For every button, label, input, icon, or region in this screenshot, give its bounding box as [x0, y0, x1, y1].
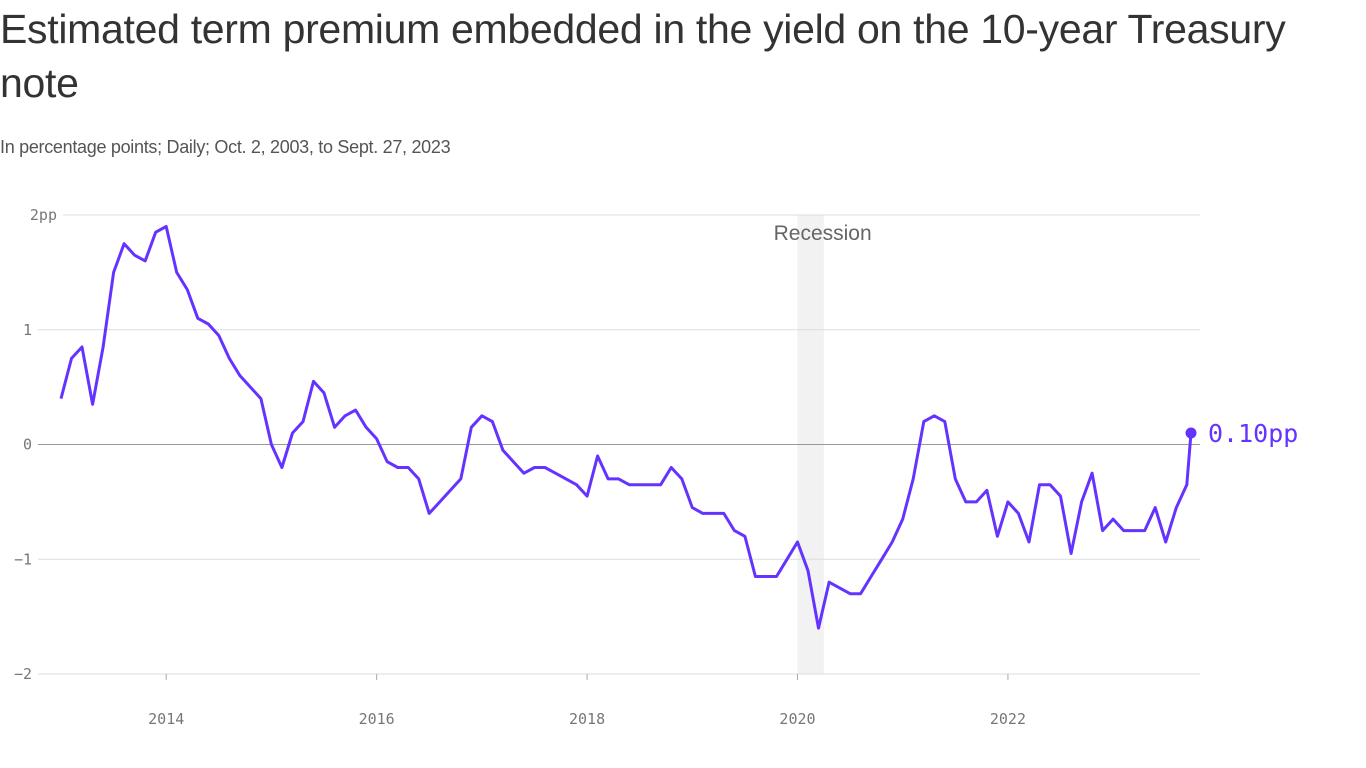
x-tick-label: 2022	[990, 710, 1026, 728]
x-tick-label: 2014	[148, 710, 184, 728]
end-value-label: 0.10pp	[1208, 419, 1298, 448]
end-point-marker	[1185, 427, 1197, 439]
y-tick-label: 1	[23, 321, 32, 339]
chart-title: Estimated term premium embedded in the y…	[0, 6, 1286, 106]
y-tick-label: −1	[14, 550, 32, 568]
recession-label: Recession	[774, 222, 872, 245]
x-tick-label: 2018	[569, 710, 605, 728]
y-tick-label: 0	[23, 436, 32, 454]
y-tick-label: −2	[14, 665, 32, 683]
chart-subtitle: In percentage points; Daily; Oct. 2, 200…	[0, 137, 451, 157]
y-tick-label: 2pp	[30, 206, 57, 224]
series-line	[59, 225, 1193, 630]
x-tick-label: 2020	[779, 710, 815, 728]
x-tick-label: 2016	[359, 710, 395, 728]
